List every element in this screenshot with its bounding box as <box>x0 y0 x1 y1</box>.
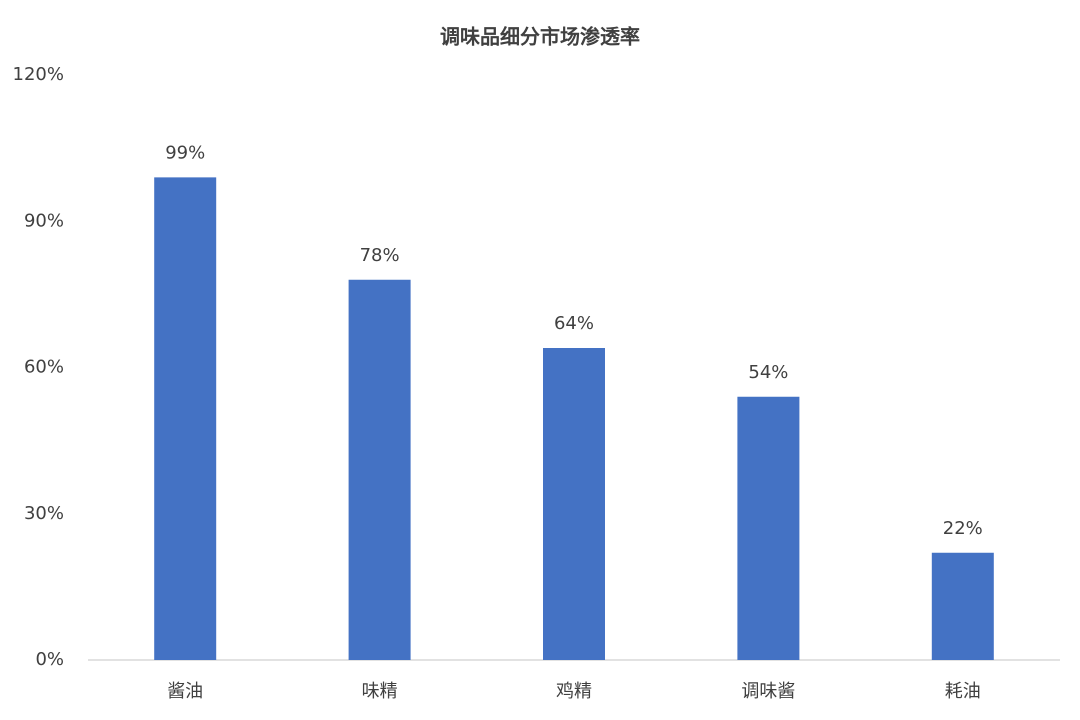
bar <box>154 177 217 660</box>
bar <box>348 279 411 660</box>
x-tick-label: 味精 <box>362 681 398 702</box>
data-label: 22% <box>943 518 983 539</box>
data-label: 99% <box>165 142 205 163</box>
chart-title: 调味品细分市场渗透率 <box>440 25 640 49</box>
y-tick-label: 60% <box>24 357 64 378</box>
data-label: 54% <box>748 362 788 383</box>
x-tick-label: 酱油 <box>167 681 203 702</box>
bar <box>931 552 994 660</box>
bar <box>737 396 800 660</box>
data-label: 64% <box>554 313 594 334</box>
data-label: 78% <box>360 245 400 266</box>
bar <box>543 348 605 660</box>
y-tick-label: 30% <box>24 503 64 524</box>
x-tick-label: 耗油 <box>945 681 981 702</box>
x-tick-label: 调味酱 <box>741 681 795 702</box>
y-tick-label: 90% <box>24 210 64 231</box>
x-tick-label: 鸡精 <box>556 681 592 702</box>
y-tick-label: 120% <box>13 64 64 85</box>
y-tick-label: 0% <box>35 649 64 670</box>
